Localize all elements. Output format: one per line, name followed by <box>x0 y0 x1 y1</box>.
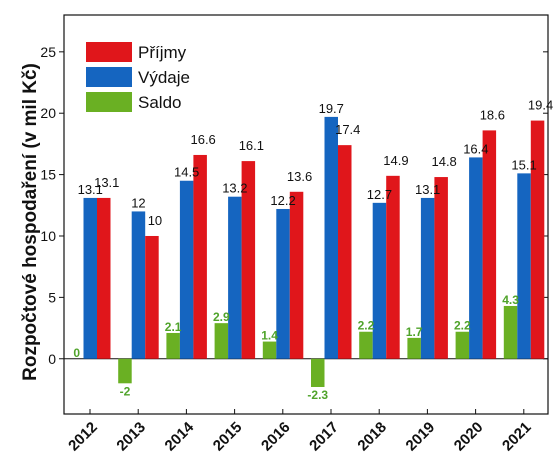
x-tick-label: 2020 <box>451 419 487 455</box>
bar-vydaje-2020 <box>469 157 483 359</box>
bar-saldo-2016 <box>262 341 277 359</box>
bar-vydaje-2021 <box>517 173 531 359</box>
data-label-saldo-2015: 2.9 <box>213 310 230 324</box>
x-tick-label: 2018 <box>354 419 390 455</box>
y-tick-label: 0 <box>48 351 56 367</box>
legend-label-saldo: Saldo <box>138 93 181 112</box>
data-label-saldo-2021: 4.3 <box>502 293 519 307</box>
data-label-saldo-2020: 2.2 <box>454 319 471 333</box>
x-tick-label: 2014 <box>162 418 198 454</box>
data-label-saldo-2014: 2.1 <box>165 320 182 334</box>
bar-prijmy-2018 <box>386 175 400 359</box>
data-label-saldo-2017: -2.3 <box>307 388 328 402</box>
bar-prijmy-2014 <box>193 154 207 359</box>
data-label-saldo-2016: 1.4 <box>261 329 278 343</box>
legend-swatch-saldo <box>86 92 132 112</box>
bar-vydaje-2013 <box>131 211 146 359</box>
bar-vydaje-2012 <box>83 197 97 359</box>
legend-swatch-prijmy <box>86 42 132 62</box>
legend-swatch-vydaje <box>86 67 132 87</box>
y-tick-label: 15 <box>40 167 56 183</box>
data-label-vydaje-2013: 12 <box>131 195 145 210</box>
y-axis-label: Rozpočtové hospodaření (v mil Kč) <box>20 63 41 381</box>
data-label-saldo-2013: -2 <box>120 384 131 398</box>
bar-prijmy-2017 <box>338 145 352 359</box>
data-label-saldo-2012: 0 <box>73 346 80 360</box>
data-label-prijmy-2014: 16.6 <box>190 132 215 147</box>
x-tick-label: 2012 <box>65 419 101 455</box>
data-label-prijmy-2017: 17.4 <box>335 122 360 137</box>
bar-prijmy-2020 <box>482 130 497 359</box>
data-label-prijmy-2020: 18.6 <box>480 107 505 122</box>
data-label-prijmy-2012: 13.1 <box>94 175 119 190</box>
x-tick-label: 2013 <box>113 419 149 455</box>
data-label-prijmy-2016: 13.6 <box>287 169 312 184</box>
bar-saldo-2015 <box>214 323 229 359</box>
data-label-vydaje-2016: 12.2 <box>270 193 295 208</box>
data-label-vydaje-2019: 13.1 <box>415 182 440 197</box>
bar-saldo-2021 <box>503 305 518 359</box>
bar-vydaje-2014 <box>179 180 194 359</box>
data-label-saldo-2019: 1.7 <box>406 325 423 339</box>
y-tick-label: 5 <box>48 289 56 305</box>
x-tick-label: 2021 <box>499 419 535 455</box>
bar-vydaje-2018 <box>372 202 387 359</box>
data-label-vydaje-2012: 13.1 <box>78 182 103 197</box>
bar-prijmy-2019 <box>434 177 448 359</box>
bar-vydaje-2019 <box>420 197 435 359</box>
data-label-vydaje-2014: 14.5 <box>174 165 199 180</box>
bar-prijmy-2013 <box>145 235 159 359</box>
bar-prijmy-2012 <box>97 197 111 359</box>
data-label-prijmy-2018: 14.9 <box>383 153 408 168</box>
bar-saldo-2014 <box>166 332 180 359</box>
plot-frame <box>63 14 549 415</box>
data-label-prijmy-2019: 14.8 <box>431 154 456 169</box>
bar-saldo-2013 <box>118 358 132 384</box>
data-label-saldo-2018: 2.2 <box>358 319 375 333</box>
data-label-vydaje-2017: 19.7 <box>319 101 344 116</box>
x-tick-label: 2017 <box>306 419 342 455</box>
data-label-prijmy-2015: 16.1 <box>239 138 264 153</box>
bars-group <box>83 116 545 387</box>
x-axis-ticks: 2012 2013 2014 2015 2016 2017 2018 2019 2020 2021 <box>65 409 535 455</box>
bar-prijmy-2015 <box>241 161 256 359</box>
x-tick-label: 2016 <box>258 419 294 455</box>
data-label-prijmy-2021: 19.4 <box>528 98 553 113</box>
data-labels-group: 13.113.101210-214.516.62.113.216.12.912.… <box>73 98 553 402</box>
bar-saldo-2018 <box>359 331 373 359</box>
y-tick-label: 20 <box>40 105 56 121</box>
bar-saldo-2020 <box>455 331 470 359</box>
data-label-vydaje-2020: 16.4 <box>463 141 488 156</box>
bar-vydaje-2016 <box>276 208 290 359</box>
y-tick-label: 25 <box>40 44 56 60</box>
data-label-vydaje-2018: 12.7 <box>367 187 392 202</box>
data-label-vydaje-2015: 13.2 <box>222 181 247 196</box>
bar-vydaje-2015 <box>228 196 242 359</box>
legend-label-vydaje: Výdaje <box>138 68 190 87</box>
x-tick-label: 2019 <box>403 419 439 455</box>
y-axis-label-group: Rozpočtové hospodaření (v mil Kč) <box>20 63 41 381</box>
y-tick-label: 10 <box>40 228 56 244</box>
bar-saldo-2019 <box>407 337 421 359</box>
legend: Příjmy Výdaje Saldo <box>86 42 190 112</box>
bar-prijmy-2016 <box>289 191 304 359</box>
bar-saldo-2017 <box>311 358 325 387</box>
x-tick-label: 2015 <box>210 419 246 455</box>
data-label-vydaje-2021: 15.1 <box>511 157 536 172</box>
bar-vydaje-2017 <box>324 116 338 359</box>
data-label-prijmy-2013: 10 <box>148 213 162 228</box>
legend-label-prijmy: Příjmy <box>138 43 187 62</box>
bar-prijmy-2021 <box>530 120 545 359</box>
